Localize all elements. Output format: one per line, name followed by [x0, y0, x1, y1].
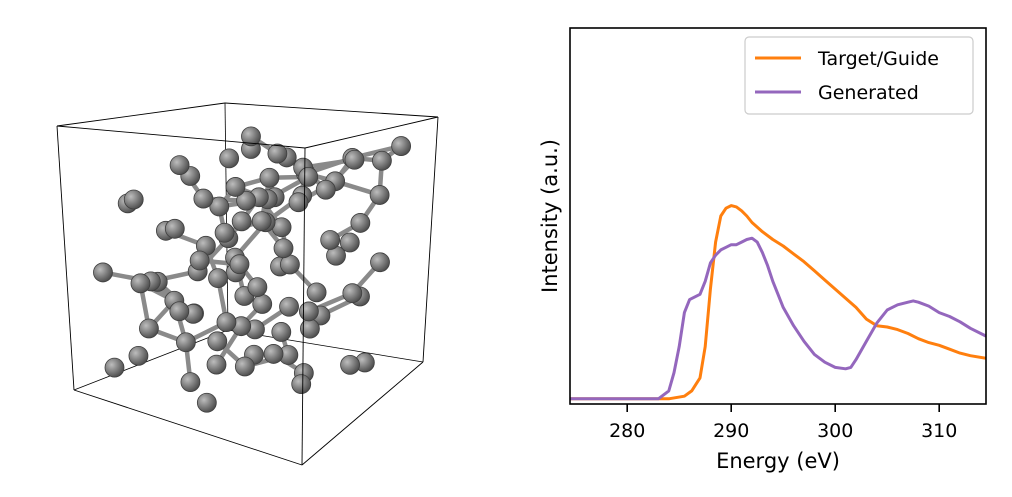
atom — [130, 273, 151, 294]
atom — [169, 301, 190, 322]
atom — [320, 230, 341, 250]
plot-frame — [569, 27, 987, 405]
atom — [216, 312, 237, 333]
box-edge — [73, 329, 229, 391]
atom — [267, 143, 288, 164]
legend-label-generated: Generated — [818, 82, 919, 104]
legend-frame — [744, 36, 974, 115]
atom — [372, 150, 392, 171]
box-edge — [224, 102, 229, 331]
y-axis-label: Intensity (a.u.) — [538, 139, 562, 293]
atom — [196, 392, 217, 413]
atom-layer — [93, 126, 412, 413]
atom — [344, 149, 365, 170]
atom — [189, 250, 210, 271]
box-edge — [301, 147, 306, 466]
atom — [263, 344, 284, 364]
atom — [342, 283, 363, 304]
box-edge — [56, 102, 226, 127]
simulation-box-front-edges — [56, 102, 439, 466]
atom — [247, 277, 268, 298]
atom — [180, 372, 201, 393]
series-lines — [570, 204, 986, 401]
box-edge — [56, 125, 75, 391]
atom — [169, 155, 190, 176]
atom — [193, 188, 214, 209]
atom — [229, 254, 250, 275]
atom — [236, 190, 256, 211]
legend: Target/Guide Generated — [744, 36, 974, 115]
atom — [259, 167, 280, 188]
atom — [271, 322, 292, 342]
atom — [279, 296, 299, 317]
atom — [370, 252, 390, 273]
atom — [288, 192, 309, 213]
box-edge — [422, 116, 439, 363]
atom — [206, 354, 227, 375]
atom — [251, 211, 272, 232]
x-tick-label: 280 — [609, 420, 645, 442]
atom — [252, 294, 273, 314]
x-axis-ticks: 280 290 300 310 — [609, 404, 957, 442]
structure-panel — [56, 102, 439, 466]
atom — [219, 148, 240, 169]
atom — [339, 232, 360, 253]
box-edge — [224, 102, 439, 118]
series-line-target-guide — [570, 204, 986, 401]
atom — [306, 282, 327, 303]
atom — [93, 262, 113, 283]
legend-label-target-guide: Target/Guide — [817, 48, 939, 70]
atom — [176, 332, 196, 353]
box-edge — [301, 361, 424, 466]
x-tick-label: 300 — [817, 420, 853, 442]
series-line-generated — [570, 236, 986, 401]
box-edge — [73, 389, 303, 466]
atom — [128, 345, 149, 366]
atom — [139, 318, 159, 339]
atom — [164, 218, 185, 239]
atom — [298, 166, 319, 187]
atom — [369, 185, 390, 205]
atom — [214, 222, 235, 243]
box-edge — [56, 125, 306, 149]
atom — [231, 211, 252, 232]
atom — [350, 213, 371, 233]
atom — [315, 179, 336, 200]
atom — [291, 374, 312, 395]
atom — [273, 238, 294, 259]
atom — [234, 356, 255, 377]
atom — [209, 196, 230, 217]
atom — [391, 136, 412, 156]
atom — [225, 177, 246, 197]
atom — [241, 126, 261, 147]
atom — [104, 357, 125, 378]
atom — [298, 301, 319, 322]
x-axis-label: Energy (eV) — [716, 449, 840, 473]
atom — [123, 189, 144, 210]
atom — [207, 331, 228, 352]
atom — [340, 354, 360, 375]
x-tick-label: 310 — [921, 420, 957, 442]
box-edge — [304, 116, 439, 149]
atom — [208, 268, 228, 289]
spectrum-chart: 280 290 300 310 Energy (eV) Intensity (a.u.… — [538, 27, 987, 473]
x-tick-label: 290 — [713, 420, 749, 442]
